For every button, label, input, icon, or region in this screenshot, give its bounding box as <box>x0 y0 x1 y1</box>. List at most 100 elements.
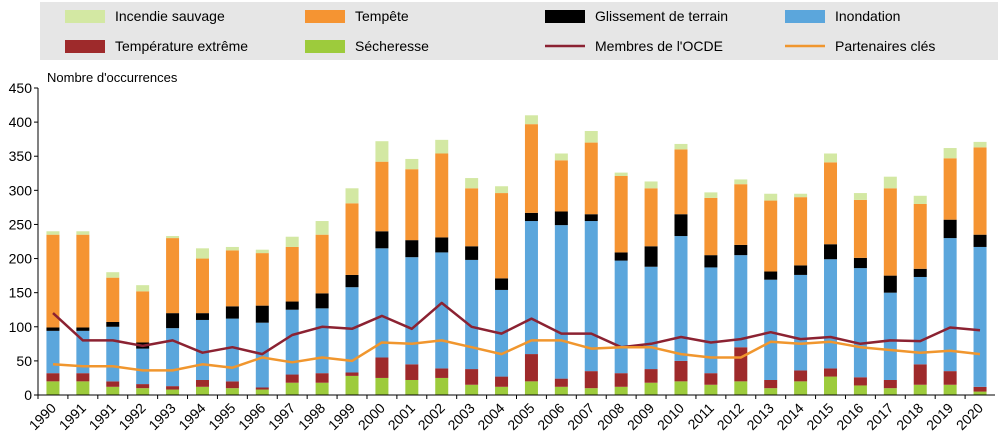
bar-incendie-sauvage <box>853 193 867 200</box>
bar-tempete <box>405 169 419 241</box>
y-tick-label: 0 <box>24 387 32 403</box>
bar-tempete <box>166 238 180 314</box>
bar-temperature-extreme <box>644 369 658 383</box>
bar-tempete <box>734 184 748 245</box>
x-tick-label: 1997 <box>265 400 298 433</box>
x-tick-label: 1995 <box>205 400 238 433</box>
bar-glissement-de-terrain <box>495 278 509 290</box>
bar-glissement-de-terrain <box>285 301 299 310</box>
bar-secheresse <box>853 385 867 395</box>
bar-glissement-de-terrain <box>584 214 598 222</box>
bar-incendie-sauvage <box>285 236 299 247</box>
bar-tempete <box>76 234 90 328</box>
bar-tempete <box>465 188 479 247</box>
bar-incendie-sauvage <box>106 272 120 278</box>
bar-inondation <box>853 268 867 378</box>
bar-incendie-sauvage <box>195 248 209 259</box>
x-tick-label: 2001 <box>385 400 418 433</box>
bar-temperature-extreme <box>554 378 568 387</box>
bar-temperature-extreme <box>943 371 957 385</box>
bar-tempete <box>614 176 628 253</box>
bar-incendie-sauvage <box>644 181 658 189</box>
x-tick-label: 2000 <box>355 400 388 433</box>
bar-temperature-extreme <box>524 354 538 382</box>
bar-glissement-de-terrain <box>614 252 628 261</box>
bar-incendie-sauvage <box>166 236 180 239</box>
bar-tempete <box>853 199 867 258</box>
bar-glissement-de-terrain <box>465 246 479 260</box>
bar-secheresse <box>76 381 90 395</box>
bar-tempete <box>285 246 299 302</box>
bar-incendie-sauvage <box>495 186 509 194</box>
bar-glissement-de-terrain <box>913 268 927 277</box>
bar-temperature-extreme <box>614 373 628 387</box>
bar-inondation <box>285 309 299 375</box>
x-tick-label: 2016 <box>833 400 866 433</box>
bar-secheresse <box>794 381 808 395</box>
bar-glissement-de-terrain <box>166 313 180 329</box>
bar-incendie-sauvage <box>76 231 90 235</box>
bar-temperature-extreme <box>345 372 359 376</box>
legend-label-glissement-de-terrain: Glissement de terrain <box>595 8 728 24</box>
bar-inondation <box>405 257 419 365</box>
bar-temperature-extreme <box>495 376 509 387</box>
bar-glissement-de-terrain <box>734 244 748 256</box>
x-tick-label: 1990 <box>26 400 59 433</box>
bar-tempete <box>524 124 538 213</box>
bar-incendie-sauvage <box>465 178 479 189</box>
bar-tempete <box>255 253 269 306</box>
bar-tempete <box>345 203 359 275</box>
bar-inondation <box>46 330 60 374</box>
y-tick-label: 400 <box>9 114 33 130</box>
bar-secheresse <box>644 382 658 395</box>
bar-secheresse <box>943 384 957 395</box>
bar-incendie-sauvage <box>883 176 897 189</box>
bar-glissement-de-terrain <box>255 305 269 323</box>
bar-tempete <box>584 142 598 215</box>
bar-secheresse <box>704 384 718 395</box>
legend-background <box>40 2 998 60</box>
bar-secheresse <box>285 382 299 395</box>
bar-inondation <box>614 260 628 374</box>
bar-inondation <box>644 266 658 370</box>
bar-glissement-de-terrain <box>674 214 688 237</box>
legend-label-membres-de-l-ocde: Membres de l'OCDE <box>595 38 723 54</box>
bar-incendie-sauvage <box>136 285 150 292</box>
bar-temperature-extreme <box>913 364 927 385</box>
bar-glissement-de-terrain <box>195 313 209 320</box>
y-tick-label: 250 <box>9 216 33 232</box>
bar-secheresse <box>106 386 120 395</box>
bar-glissement-de-terrain <box>554 211 568 226</box>
legend-label-tempete: Tempête <box>355 8 409 24</box>
bar-glissement-de-terrain <box>106 322 120 327</box>
bar-inondation <box>883 292 897 380</box>
line-membres-de-l-ocde <box>52 301 981 356</box>
bar-inondation <box>794 274 808 371</box>
bar-temperature-extreme <box>46 373 60 382</box>
bar-inondation <box>225 318 239 382</box>
x-tick-label: 1991 <box>86 400 119 433</box>
legend-label-secheresse: Sécheresse <box>355 38 429 54</box>
bar-glissement-de-terrain <box>405 240 419 258</box>
x-tick-label: 1998 <box>295 400 328 433</box>
bar-secheresse <box>554 386 568 395</box>
bars <box>46 115 987 395</box>
x-tick-label: 2012 <box>714 400 747 433</box>
bar-incendie-sauvage <box>435 139 449 154</box>
bar-secheresse <box>824 376 838 395</box>
bar-incendie-sauvage <box>764 193 778 201</box>
bar-incendie-sauvage <box>554 153 568 161</box>
bar-inondation <box>315 308 329 374</box>
legend-swatch-tempete <box>305 10 345 23</box>
y-tick-label: 200 <box>9 251 33 267</box>
bar-incendie-sauvage <box>973 141 987 148</box>
x-axis: 1990199119911992199319941995199619971998… <box>26 394 995 433</box>
bar-secheresse <box>375 377 389 395</box>
bar-temperature-extreme <box>195 379 209 387</box>
y-tick-label: 300 <box>9 182 33 198</box>
bar-incendie-sauvage <box>943 148 957 159</box>
bar-temperature-extreme <box>824 368 838 377</box>
bar-temperature-extreme <box>973 386 987 392</box>
bar-temperature-extreme <box>166 386 180 390</box>
bar-temperature-extreme <box>794 370 808 382</box>
